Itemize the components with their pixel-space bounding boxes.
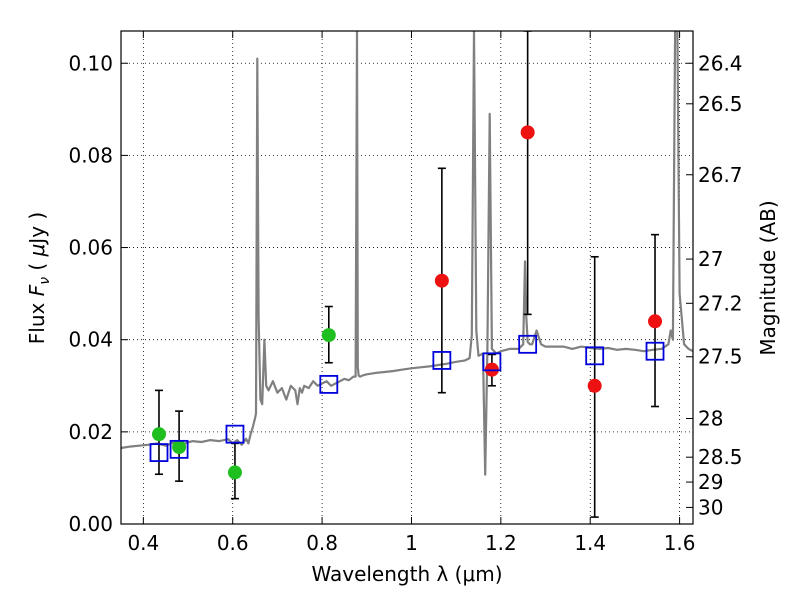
y2-tick-label: 28	[698, 406, 723, 430]
red-data-point	[520, 125, 535, 140]
model-band-square	[432, 351, 452, 370]
model-band-square	[169, 439, 189, 459]
x-tick-label: 0.4	[127, 531, 159, 555]
y-axis-title-subscript: ν	[37, 277, 53, 285]
y-tick-label: 0.10	[68, 51, 113, 75]
spectrum-line	[121, 31, 693, 476]
y-tick-label: 0.08	[68, 143, 113, 167]
y2-tick-label: 29	[698, 470, 723, 494]
x-tick-label: 0.8	[306, 531, 338, 555]
axis-ticks: 0.4 0.6 0.8 1 1.2 1.4 1.6 0.00 0.02 0.04 0.06 0.08 0…	[68, 31, 743, 555]
photometry-layer	[149, 31, 665, 518]
red-data-point	[434, 273, 449, 288]
y-tick-label: 0.06	[68, 236, 113, 260]
green-data-point	[227, 465, 242, 480]
x-tick-label: 1.4	[574, 531, 606, 555]
model-band-square	[645, 341, 665, 361]
model-band-square	[319, 374, 339, 394]
y2-axis-title: Magnitude (AB)	[756, 200, 780, 355]
y2-tick-label: 26.4	[698, 51, 743, 75]
y-tick-label: 0.04	[68, 328, 113, 352]
y2-tick-label: 30	[698, 495, 723, 519]
y2-tick-label: 27	[698, 247, 723, 271]
y-axis-title-symbol: F	[25, 284, 49, 296]
spectrum-layer	[121, 31, 693, 476]
model-band-square	[149, 443, 169, 462]
model-band-square	[585, 346, 605, 366]
x-tick-label: 0.6	[217, 531, 249, 555]
y2-tick-label: 26.7	[698, 163, 743, 187]
y-axis-title: Flux Fν ( μJy )	[25, 212, 53, 344]
x-tick-label: 1.2	[485, 531, 517, 555]
y2-tick-label: 27.5	[698, 345, 743, 369]
x-tick-label: 1	[405, 531, 418, 555]
y-tick-label: 0.02	[68, 420, 113, 444]
y2-tick-label: 26.5	[698, 92, 743, 116]
green-data-point	[172, 440, 187, 455]
plot-frame	[120, 30, 694, 525]
y-axis-title-part: Flux	[25, 296, 49, 344]
y-axis-title-mu: μ	[25, 244, 49, 258]
model-band-square	[225, 424, 245, 444]
model-band-square	[482, 352, 502, 372]
x-tick-label: 1.6	[664, 531, 696, 555]
y2-tick-label: 28.5	[698, 445, 743, 469]
y-axis-title-part: Jy )	[25, 212, 49, 246]
red-data-point	[648, 314, 663, 329]
red-data-point	[587, 378, 602, 393]
model-band-square	[518, 334, 538, 354]
green-data-point	[321, 328, 336, 343]
x-axis-title: Wavelength λ (μm)	[311, 562, 502, 586]
green-data-point	[151, 427, 166, 442]
y-tick-label: 0.00	[68, 512, 113, 536]
y2-tick-label: 27.2	[698, 291, 743, 315]
y-axis-title-part: (	[25, 256, 49, 277]
